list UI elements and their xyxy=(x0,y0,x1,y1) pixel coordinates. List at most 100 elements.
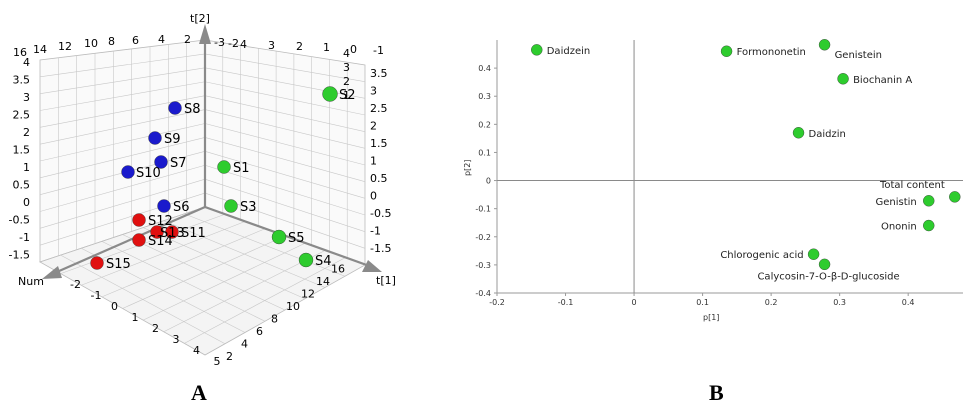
loading-point xyxy=(818,258,831,271)
panel-a-axes xyxy=(42,24,382,279)
y-tick-label: 0.1 xyxy=(478,148,491,157)
x-tick-label: -0.1 xyxy=(558,298,574,307)
loading-point xyxy=(818,39,831,51)
grid-line xyxy=(204,109,366,149)
axis-t1 xyxy=(204,205,376,270)
y-tick-label: -0.4 xyxy=(475,289,491,298)
axis-label-p1: p[1] xyxy=(703,313,719,322)
grid-line xyxy=(184,257,346,344)
point-label-s6: S6 xyxy=(173,200,190,215)
tick-label-t1-floor: 8 xyxy=(271,313,278,326)
point-s6 xyxy=(157,199,171,213)
tick-label-num: 4 xyxy=(193,344,200,357)
tick-label-t2-right: 1.5 xyxy=(370,137,388,150)
tick-label-top: 1 xyxy=(323,41,330,54)
grid-line xyxy=(39,192,206,246)
panel-label-b: B xyxy=(709,380,724,405)
point-label-s13: S13 xyxy=(160,226,185,241)
tick-label-t2-left: 4 xyxy=(23,56,30,69)
point-label-s1: S1 xyxy=(233,161,250,176)
loading-point xyxy=(807,248,820,260)
point-s11 xyxy=(165,225,179,239)
tick-label-num: -1 xyxy=(91,289,102,302)
grid-line xyxy=(163,250,326,333)
y-tick-label: 0 xyxy=(486,177,491,186)
tick-label-right-back: 4 xyxy=(343,47,350,60)
y-tick-label: -0.3 xyxy=(475,261,491,270)
axis-label-t1: t[1] xyxy=(376,274,396,287)
tick-label-top: 6 xyxy=(132,34,139,47)
x-tick-label: 0.2 xyxy=(765,298,778,307)
point-s8 xyxy=(168,101,182,115)
tick-label-top: 14 xyxy=(33,43,47,56)
y-tick-label: 0.3 xyxy=(478,92,491,101)
point-s12 xyxy=(132,213,146,227)
x-tick-label: 0 xyxy=(632,298,637,307)
axis-label-p2: p[2] xyxy=(463,160,472,176)
tick-label-t2-left: 2 xyxy=(23,126,30,139)
tick-label-t1-floor: 10 xyxy=(286,300,300,313)
tick-label-num: 2 xyxy=(152,322,159,335)
point-s13 xyxy=(150,225,164,239)
grid-line xyxy=(101,241,266,322)
tick-label-t2-right: 2 xyxy=(370,120,377,133)
axis-num xyxy=(49,205,206,277)
tick-label-top: 3 xyxy=(268,39,275,52)
panel-a-grid xyxy=(39,39,366,356)
tick-label-num: 3 xyxy=(173,333,180,346)
y-tick-label: 0.4 xyxy=(478,64,491,73)
loading-label: Daidzein xyxy=(547,46,590,57)
tick-label-top: 0 xyxy=(350,43,357,56)
panel-b-points: Daidzein Formononetin Genistein Biochanin A… xyxy=(531,39,961,282)
tick-label-t2-left: 3 xyxy=(23,91,30,104)
tick-label-t2-right: 3.5 xyxy=(370,67,388,80)
x-tick-label: 0.3 xyxy=(833,298,846,307)
tick-label-top: -3 xyxy=(214,36,225,49)
point-s5 xyxy=(271,229,287,245)
axis-label-t2: t[2] xyxy=(190,12,210,25)
arrow-t1 xyxy=(362,260,382,272)
grid-line xyxy=(122,235,286,309)
tick-label-t2-right: 3 xyxy=(370,85,377,98)
grid-line xyxy=(39,178,206,229)
grid-line xyxy=(39,123,206,162)
loading-label: Biochanin A xyxy=(853,75,912,86)
panel-label-a: A xyxy=(191,380,207,405)
panel-a-tick-labels: 16 14 12 10 8 6 4 2 4 3 2 1 0 -1-2-343.532.521.510.50… xyxy=(9,33,392,368)
point-label-s7: S7 xyxy=(170,156,187,171)
tick-label-t2-right: -0.5 xyxy=(370,207,391,220)
point-label-s15: S15 xyxy=(106,257,131,272)
tick-label-top: 16 xyxy=(13,46,27,59)
point-label-s8: S8 xyxy=(184,102,201,117)
tick-label-num: 0 xyxy=(111,300,118,313)
loading-label: Ononin xyxy=(881,222,917,233)
tick-label-top: 2 xyxy=(184,33,191,46)
grid-line xyxy=(204,53,366,82)
loading-point xyxy=(837,73,849,85)
tick-label-t2-left: 0 xyxy=(23,196,30,209)
point-label-s2: S2 xyxy=(339,88,356,103)
tick-label-top: 12 xyxy=(58,40,72,53)
loading-point xyxy=(949,191,961,203)
x-tick-label: 0.4 xyxy=(902,298,915,307)
point-s14 xyxy=(132,233,146,247)
x-tick-label: 0.1 xyxy=(696,298,709,307)
tick-label-t1-floor: 16 xyxy=(331,263,345,276)
tick-label-t1-floor: 12 xyxy=(301,288,315,301)
tick-label-t2-left: 2.5 xyxy=(13,109,31,122)
loading-label: Daidzin xyxy=(809,129,846,140)
tick-label-top: 10 xyxy=(84,37,98,50)
point-label-s12: S12 xyxy=(148,214,173,229)
grid-line xyxy=(204,178,366,232)
point-label-s3: S3 xyxy=(240,200,257,215)
arrow-t2 xyxy=(199,24,211,44)
tick-label-top: -1 xyxy=(373,44,384,57)
tick-label-right-back: 3 xyxy=(343,61,350,74)
loading-point xyxy=(792,127,805,139)
tick-label-t2-right: 2.5 xyxy=(370,102,388,115)
tick-label-top: -2 xyxy=(228,37,239,50)
grid-line xyxy=(204,67,366,99)
point-s4 xyxy=(298,252,314,268)
